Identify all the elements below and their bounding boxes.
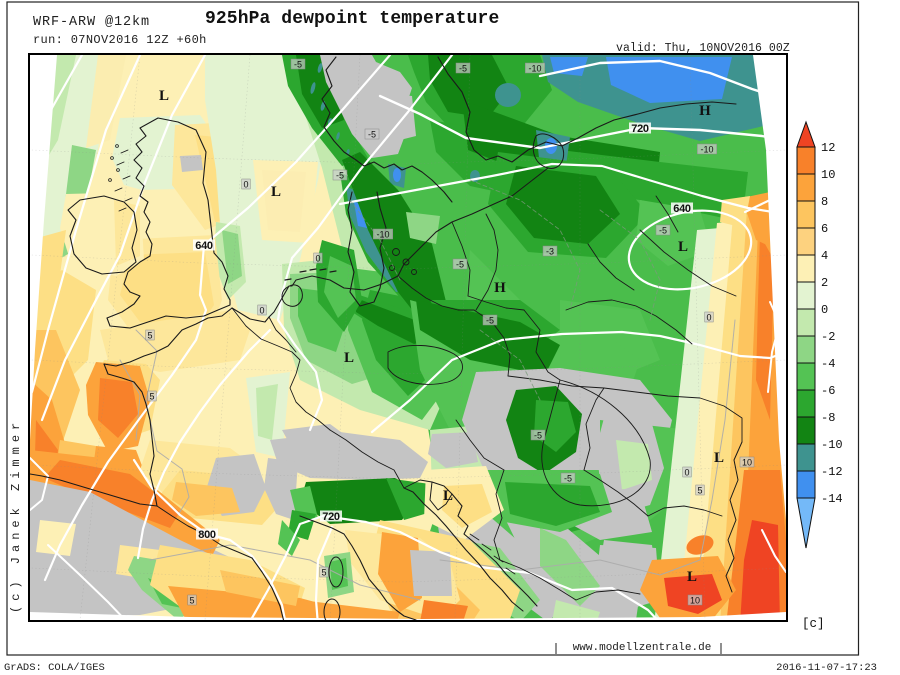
svg-text:-5: -5 [564, 474, 572, 484]
svg-text:-2: -2 [821, 330, 835, 344]
svg-text:10: 10 [690, 596, 700, 606]
svg-text:-10: -10 [700, 145, 713, 155]
svg-text:-5: -5 [336, 171, 344, 181]
svg-text:640: 640 [195, 240, 213, 252]
svg-text:0: 0 [243, 180, 248, 190]
svg-text:0: 0 [684, 468, 689, 478]
svg-text:640: 640 [673, 203, 691, 215]
svg-text:8: 8 [821, 195, 828, 209]
svg-text:10: 10 [742, 458, 752, 468]
svg-text:L: L [714, 450, 724, 466]
svg-text:-5: -5 [486, 316, 494, 326]
svg-text:-10: -10 [821, 438, 843, 452]
svg-text:www.modellzentrale.de: www.modellzentrale.de [573, 642, 712, 654]
svg-text:valid: Thu, 10NOV2016 00Z: valid: Thu, 10NOV2016 00Z [616, 42, 790, 55]
svg-text:0: 0 [821, 303, 828, 317]
svg-text:L: L [678, 239, 688, 255]
svg-text:0: 0 [706, 313, 711, 323]
svg-text:5: 5 [321, 568, 326, 578]
svg-text:800: 800 [198, 529, 216, 541]
svg-text:2016-11-07-17:23: 2016-11-07-17:23 [776, 662, 877, 674]
svg-text:6: 6 [821, 222, 828, 236]
svg-text:-12: -12 [821, 465, 843, 479]
svg-text:(c) Janek Zimmer: (c) Janek Zimmer [9, 418, 23, 613]
svg-text:WRF-ARW @12km: WRF-ARW @12km [33, 15, 150, 30]
svg-text:-5: -5 [368, 130, 376, 140]
svg-text:L: L [344, 350, 354, 366]
svg-text:-5: -5 [659, 226, 667, 236]
svg-text:-5: -5 [459, 64, 467, 74]
svg-text:925hPa dewpoint temperature: 925hPa dewpoint temperature [205, 9, 499, 29]
svg-text:-5: -5 [456, 260, 464, 270]
svg-text:-6: -6 [821, 384, 835, 398]
svg-text:-8: -8 [821, 411, 835, 425]
svg-text:L: L [159, 88, 169, 104]
svg-text:0: 0 [259, 306, 264, 316]
svg-text:2: 2 [821, 276, 828, 290]
svg-text:12: 12 [821, 141, 835, 155]
svg-text:L: L [271, 184, 281, 200]
svg-text:-5: -5 [534, 431, 542, 441]
svg-text:0: 0 [315, 254, 320, 264]
svg-text:5: 5 [147, 331, 152, 341]
svg-text:720: 720 [322, 511, 340, 523]
svg-text:H: H [494, 280, 506, 296]
svg-text:-4: -4 [821, 357, 835, 371]
svg-text:5: 5 [189, 596, 194, 606]
svg-text:-14: -14 [821, 492, 843, 506]
svg-text:5: 5 [697, 486, 702, 496]
svg-text:[c]: [c] [802, 617, 825, 631]
svg-text:4: 4 [821, 249, 828, 263]
svg-text:L: L [687, 569, 697, 585]
svg-text:5: 5 [149, 392, 154, 402]
svg-text:H: H [699, 103, 711, 119]
svg-text:-5: -5 [294, 60, 302, 70]
svg-text:-3: -3 [546, 247, 554, 257]
svg-text:-10: -10 [528, 64, 541, 74]
svg-text:GrADS: COLA/IGES: GrADS: COLA/IGES [4, 662, 105, 674]
svg-text:10: 10 [821, 168, 835, 182]
svg-text:run: 07NOV2016 12Z +60h: run: 07NOV2016 12Z +60h [33, 33, 207, 47]
svg-text:720: 720 [631, 123, 649, 135]
svg-text:-10: -10 [376, 230, 389, 240]
svg-text:L: L [443, 488, 453, 504]
